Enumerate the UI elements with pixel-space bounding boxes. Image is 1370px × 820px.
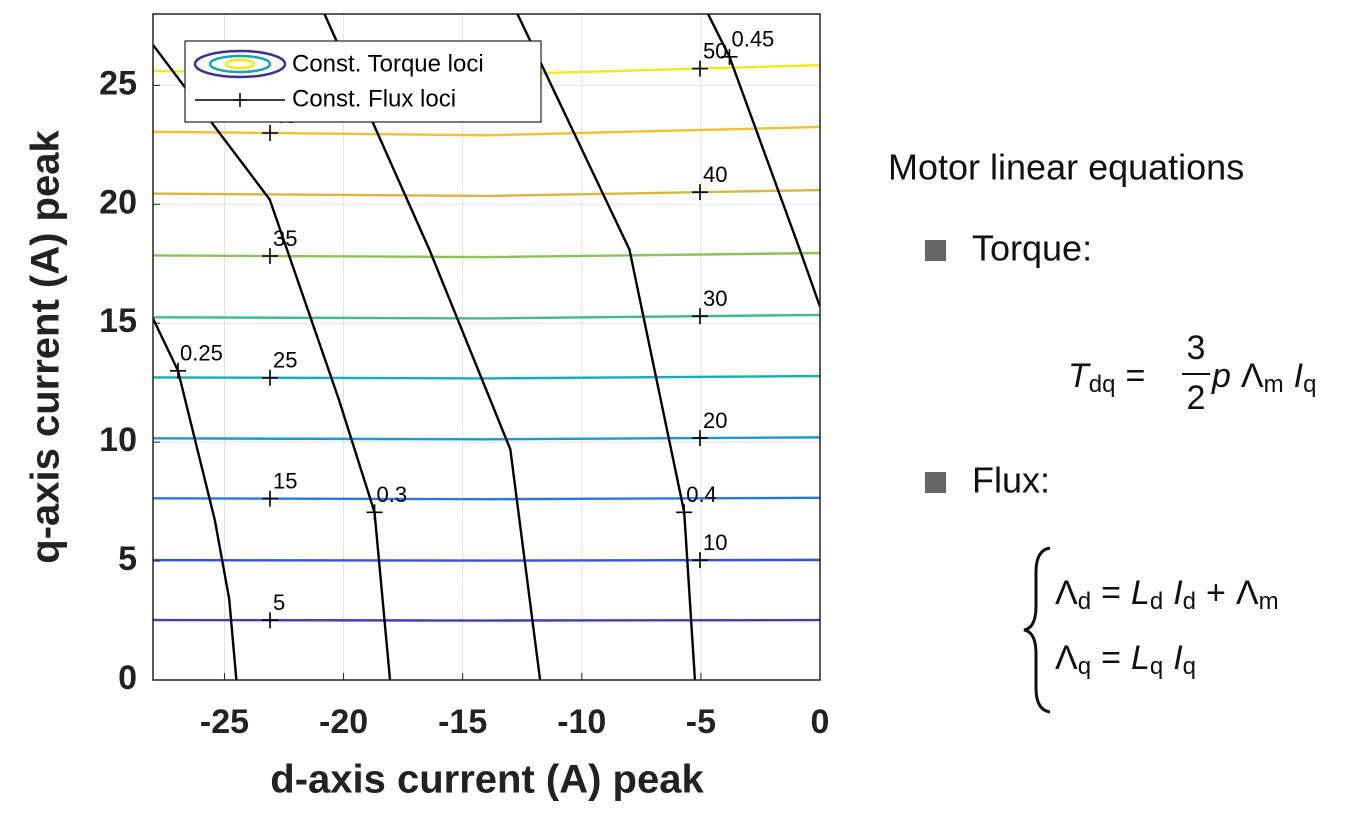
contour-label: 25 <box>273 348 297 373</box>
flux-contour <box>153 44 392 680</box>
y-tick-label: 20 <box>99 183 137 221</box>
plot-area <box>153 14 820 680</box>
y-tick-label: 25 <box>99 64 137 102</box>
equation-symbol: + <box>1206 574 1226 612</box>
flux-contour <box>706 14 820 307</box>
flux-contour <box>153 317 238 680</box>
equation-symbol: Λ <box>1055 574 1078 612</box>
label-marker <box>692 552 708 569</box>
equation-subscript: dq <box>1089 371 1116 398</box>
torque-contour <box>153 558 820 562</box>
flux-contour <box>323 14 542 680</box>
legend-icon <box>193 49 287 79</box>
y-axis-label: q-axis current (A) peak <box>24 130 68 564</box>
label-marker <box>692 184 708 201</box>
equation: p Λm Iq <box>1211 357 1316 398</box>
fraction-numerator: 3 <box>1187 329 1206 367</box>
label-marker <box>692 430 708 447</box>
label-marker <box>170 362 187 379</box>
contour-label: 20 <box>703 408 727 433</box>
x-tick-label: -20 <box>319 703 368 741</box>
label-marker <box>676 504 693 521</box>
equation: Λd = Ld Id + Λm <box>1055 574 1279 615</box>
equation-subscript: d <box>1183 588 1196 615</box>
label-marker <box>262 369 278 386</box>
label-marker <box>262 124 278 141</box>
fraction-denominator: 2 <box>1187 379 1206 417</box>
legend-box <box>184 40 542 123</box>
legend: Const. Torque loci Const. Flux loci <box>184 40 542 123</box>
panel-title: Motor linear equations <box>888 147 1244 188</box>
bullet <box>925 240 946 261</box>
label-marker <box>262 612 278 629</box>
equation-symbol: = <box>1101 574 1121 612</box>
label-marker <box>262 248 278 265</box>
bullet-text: Flux: <box>972 460 1050 501</box>
label-marker <box>262 490 278 507</box>
contour-label: 35 <box>273 226 297 251</box>
equation-symbol: Λ <box>1055 639 1078 677</box>
equation-symbol: Λ <box>1236 574 1259 612</box>
legend-icon <box>233 93 247 107</box>
equation-subscript: m <box>1264 371 1284 398</box>
legend-icon <box>208 54 272 74</box>
y-tick-label: 0 <box>118 659 137 697</box>
contour-label: 15 <box>273 468 297 493</box>
equation: Tdq = <box>1068 357 1145 398</box>
equation-subscript: d <box>1150 588 1163 615</box>
brace <box>1023 546 1051 714</box>
y-tick-label: 15 <box>99 302 137 340</box>
x-tick-label: -10 <box>557 703 606 741</box>
torque-contour <box>153 313 820 320</box>
legend-label: Const. Torque loci <box>292 50 484 77</box>
x-tick-label: 0 <box>811 703 830 741</box>
equation-symbol: Λ <box>1241 357 1264 395</box>
label-marker <box>366 504 383 521</box>
torque-contour <box>153 188 820 198</box>
x-axis-label: d-axis current (A) peak <box>270 758 704 802</box>
contour-label: 5 <box>273 590 285 615</box>
equation-subscript: q <box>1150 653 1163 680</box>
axes-box <box>152 13 821 681</box>
label-marker <box>692 60 708 77</box>
flux-contour <box>516 14 697 680</box>
x-tick-label: -15 <box>438 703 487 741</box>
equation-symbol: = <box>1125 357 1145 395</box>
contour-label: 0.4 <box>686 482 717 507</box>
equation-subscript: d <box>1078 588 1091 615</box>
contour-label: 0.45 <box>731 27 774 52</box>
equation-subscript: m <box>1259 588 1279 615</box>
contour-label: 10 <box>703 530 727 555</box>
equation-subscript: q <box>1303 371 1316 398</box>
torque-contour <box>153 436 820 441</box>
contour-label: 40 <box>703 162 727 187</box>
equation-subscript: q <box>1078 653 1091 680</box>
equation: Λq = Lq Iq <box>1055 639 1196 680</box>
equation-symbol: L <box>1131 574 1150 612</box>
bullet <box>925 472 946 493</box>
equation-symbol: T <box>1068 357 1091 395</box>
x-tick-label: -5 <box>686 703 716 741</box>
legend-icon <box>224 58 256 70</box>
equation-subscript: q <box>1183 653 1196 680</box>
contour-label: 30 <box>703 286 727 311</box>
label-marker <box>721 48 738 65</box>
bullet-text: Torque: <box>972 228 1092 269</box>
legend-label: Const. Flux loci <box>292 85 456 112</box>
equation-symbol: = <box>1101 639 1121 677</box>
y-tick-label: 10 <box>99 421 137 459</box>
y-tick-label: 5 <box>118 540 137 578</box>
equation-symbol: I <box>1294 357 1304 395</box>
equation-symbol: p <box>1211 357 1231 395</box>
contour-label: 0.25 <box>180 341 223 366</box>
x-tick-label: -25 <box>200 703 249 741</box>
equation-symbol: I <box>1173 639 1183 677</box>
label-marker <box>692 308 708 325</box>
contour-label: 50 <box>703 38 727 63</box>
equation-panel: Motor linear equations Torque: Flux: Tdq… <box>888 147 1316 714</box>
equation-symbol: I <box>1173 574 1183 612</box>
contour-label: 0.3 <box>377 482 408 507</box>
equation-symbol: L <box>1131 639 1150 677</box>
